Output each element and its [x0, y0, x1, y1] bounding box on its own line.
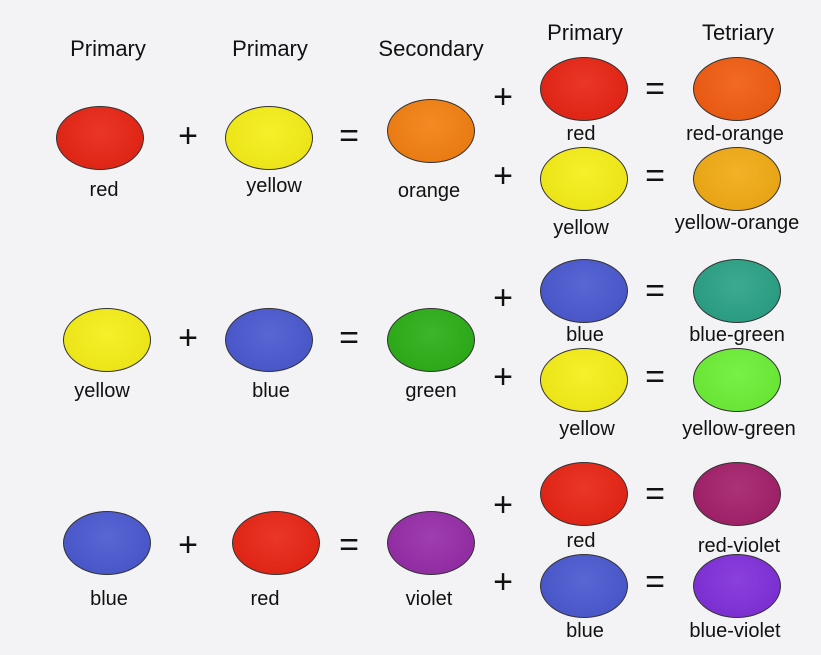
label-row1-tertiary1-result: red-orange — [686, 123, 784, 145]
swatch-row2-tertiary1-primary — [540, 259, 628, 323]
plus-sign: + — [493, 279, 513, 317]
swatch-row2-tertiary2-primary — [540, 348, 628, 412]
swatch-row3-primary-b — [232, 511, 320, 575]
swatch-row2-tertiary1-result — [693, 259, 781, 323]
label-row2-tertiary1-result: blue-green — [689, 324, 785, 346]
plus-sign: + — [178, 319, 198, 357]
plus-sign: + — [178, 526, 198, 564]
swatch-row3-tertiary2-result — [693, 554, 781, 618]
swatch-row1-primary-a — [56, 106, 144, 170]
label-row3-primary-a: blue — [90, 588, 128, 610]
plus-sign: + — [178, 117, 198, 155]
swatch-row1-tertiary2-result — [693, 147, 781, 211]
swatch-row2-primary-b — [225, 308, 313, 372]
label-row2-tertiary1-primary: blue — [566, 324, 604, 346]
swatch-row1-secondary — [387, 99, 475, 163]
label-row1-tertiary2-primary: yellow — [553, 217, 609, 239]
equals-sign: = — [645, 70, 665, 108]
swatch-row2-primary-a — [63, 308, 151, 372]
label-row2-secondary: green — [405, 380, 457, 402]
plus-sign: + — [493, 563, 513, 601]
swatch-row3-tertiary2-primary — [540, 554, 628, 618]
label-row2-primary-b: blue — [252, 380, 290, 402]
header-secondary: Secondary — [378, 36, 484, 61]
header-primary-1: Primary — [70, 36, 146, 61]
swatch-row1-tertiary1-primary — [540, 57, 628, 121]
equals-sign: = — [339, 319, 359, 357]
equals-sign: = — [645, 475, 665, 513]
label-row1-secondary: orange — [397, 180, 461, 202]
equals-sign: = — [645, 358, 665, 396]
equals-sign: = — [645, 157, 665, 195]
swatch-row2-secondary — [387, 308, 475, 372]
label-row1-primary-a: red — [89, 179, 119, 201]
swatch-row3-primary-a — [63, 511, 151, 575]
swatch-row2-tertiary2-result — [693, 348, 781, 412]
equals-sign: = — [645, 272, 665, 310]
label-row2-tertiary2-result: yellow-green — [682, 418, 796, 440]
label-row1-tertiary1-primary: red — [566, 123, 596, 145]
label-row1-primary-b: yellow — [246, 175, 302, 197]
label-row3-primary-b: red — [250, 588, 280, 610]
label-row3-tertiary1-result: red-violet — [697, 535, 781, 557]
label-row2-tertiary2-primary: yellow — [559, 418, 615, 440]
equals-sign: = — [339, 117, 359, 155]
swatch-row1-tertiary2-primary — [540, 147, 628, 211]
equals-sign: = — [645, 563, 665, 601]
swatch-row1-tertiary1-result — [693, 57, 781, 121]
label-row1-tertiary2-result: yellow-orange — [674, 212, 800, 234]
label-row3-secondary: violet — [405, 588, 453, 610]
header-primary-2: Primary — [232, 36, 308, 61]
label-row3-tertiary2-result: blue-violet — [689, 620, 781, 642]
label-row3-tertiary2-primary: blue — [566, 620, 604, 642]
swatch-row3-tertiary1-result — [693, 462, 781, 526]
label-row2-primary-a: yellow — [74, 380, 130, 402]
swatch-row1-primary-b — [225, 106, 313, 170]
label-row3-tertiary1-primary: red — [566, 530, 596, 552]
header-primary-3: Primary — [547, 20, 623, 45]
header-tertiary: Tetriary — [701, 20, 775, 45]
plus-sign: + — [493, 157, 513, 195]
plus-sign: + — [493, 486, 513, 524]
swatch-row3-tertiary1-primary — [540, 462, 628, 526]
plus-sign: + — [493, 78, 513, 116]
swatch-row3-secondary — [387, 511, 475, 575]
equals-sign: = — [339, 526, 359, 564]
plus-sign: + — [493, 358, 513, 396]
